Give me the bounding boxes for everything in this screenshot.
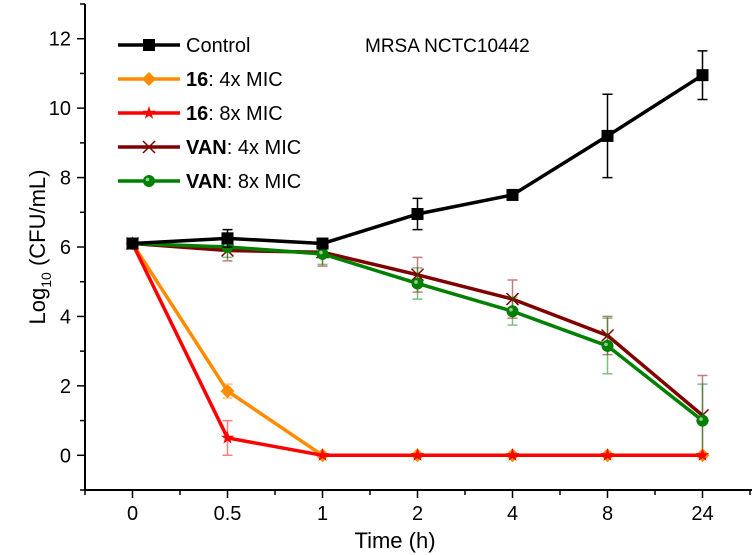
y-axis-label-subscript: 10 xyxy=(38,272,54,288)
legend-label-text: : 4x MIC xyxy=(227,137,301,159)
y-axis-label: Log10 (CFU/mL) xyxy=(25,170,54,325)
diamond-marker xyxy=(142,72,156,86)
circle-marker-highlight xyxy=(509,307,513,312)
legend-item: VAN: 8x MIC xyxy=(118,171,301,193)
legend-label-bold: 16 xyxy=(186,69,208,91)
circle-marker xyxy=(696,414,709,427)
diamond-marker xyxy=(220,384,235,399)
y-tick-label: 6 xyxy=(60,237,71,259)
circle-marker-highlight xyxy=(699,417,703,421)
y-axis-label-main: Log xyxy=(25,288,50,325)
legend-label: Control xyxy=(186,35,250,57)
circle-marker xyxy=(506,305,519,318)
y-tick-label: 10 xyxy=(49,98,71,120)
legend-item: VAN: 4x MIC xyxy=(118,137,301,159)
circle-marker xyxy=(411,277,424,290)
x-tick-label: 0.5 xyxy=(214,503,242,525)
legend-label: VAN: 4x MIC xyxy=(186,137,301,159)
circle-marker xyxy=(316,247,329,260)
legend-label-text: : 8x MIC xyxy=(227,171,301,193)
x-tick-label: 0 xyxy=(127,503,138,525)
square-marker xyxy=(143,39,155,51)
x-tick-label: 1 xyxy=(317,503,328,525)
y-tick-label: 12 xyxy=(49,29,71,51)
square-marker xyxy=(411,208,424,221)
x-tick-label: 8 xyxy=(602,503,613,525)
square-marker xyxy=(696,69,709,82)
circle-marker-highlight xyxy=(319,250,323,255)
legend-label: 16: 8x MIC xyxy=(186,103,283,125)
legend-label-bold: VAN xyxy=(186,137,227,159)
series-control xyxy=(126,50,709,250)
circle-marker-highlight xyxy=(604,342,608,347)
square-marker xyxy=(601,129,614,142)
legend-label: VAN: 8x MIC xyxy=(186,171,301,193)
star-marker xyxy=(600,448,615,461)
star-marker xyxy=(220,430,235,444)
square-marker xyxy=(316,237,329,250)
star-marker xyxy=(410,448,425,461)
y-tick-label: 4 xyxy=(60,306,71,328)
star-marker xyxy=(505,448,520,461)
x-axis-label: Time (h) xyxy=(354,528,435,553)
legend-item: 16: 4x MIC xyxy=(118,69,283,91)
legend-label-text: Control xyxy=(186,35,250,57)
series-group xyxy=(125,50,710,463)
star-marker xyxy=(142,106,156,119)
square-marker xyxy=(506,188,519,201)
legend-item: Control xyxy=(118,35,250,57)
circle-marker-highlight xyxy=(414,280,418,284)
star-marker xyxy=(315,448,330,461)
circle-marker xyxy=(601,339,614,352)
circle-marker-highlight xyxy=(145,177,150,182)
x-marker xyxy=(142,140,156,154)
legend-label-text: : 8x MIC xyxy=(208,103,282,125)
y-tick-label: 2 xyxy=(60,376,71,398)
circle-marker xyxy=(143,175,155,187)
y-axis-label-units: (CFU/mL) xyxy=(25,170,50,273)
legend-item: 16: 8x MIC xyxy=(118,103,283,125)
chart-title: MRSA NCTC10442 xyxy=(365,36,530,57)
square-marker xyxy=(126,237,139,250)
legend-label-bold: VAN xyxy=(186,171,227,193)
legend-label-bold: 16 xyxy=(186,103,208,125)
x-tick-label: 4 xyxy=(507,503,518,525)
star-marker xyxy=(695,448,710,461)
legend-label-text: : 4x MIC xyxy=(208,69,282,91)
x-tick-label: 2 xyxy=(412,503,423,525)
square-marker xyxy=(221,232,234,245)
y-tick-label: 0 xyxy=(60,445,71,467)
y-tick-label: 8 xyxy=(60,168,71,190)
legend-label: 16: 4x MIC xyxy=(186,69,283,91)
x-tick-label: 24 xyxy=(691,503,713,525)
